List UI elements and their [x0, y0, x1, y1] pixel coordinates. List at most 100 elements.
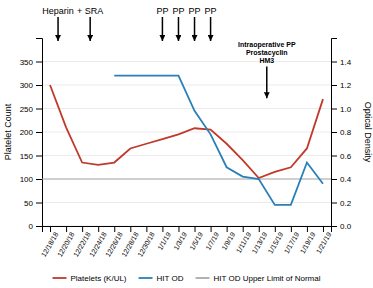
x-tick-mark	[162, 226, 163, 232]
annotation-label: Heparin	[42, 6, 74, 16]
grid-line	[42, 202, 331, 203]
y2-tick: 1.0	[331, 105, 352, 114]
y-tick-mark	[36, 132, 42, 133]
grid-line	[42, 179, 331, 180]
x-tick-mark	[291, 226, 292, 232]
grid-line	[42, 61, 331, 62]
x-tick-label: 1/3/19	[172, 231, 188, 251]
x-tick-mark	[114, 226, 115, 232]
y-tick-label: 50	[24, 199, 33, 208]
y2-axis-line	[332, 39, 338, 227]
y2-tick-mark	[331, 62, 337, 63]
legend-item: HIT OD Upper Limit of Normal	[196, 274, 321, 283]
x-tick: 1/7/19	[204, 226, 220, 251]
x-tick: 1/17/19	[283, 226, 301, 255]
y-tick: 200	[20, 128, 42, 137]
y2-tick-label: 0.4	[340, 175, 352, 184]
y-tick: 50	[24, 199, 42, 208]
y-tick-mark	[36, 85, 42, 86]
legend-swatch	[139, 277, 153, 279]
y-tick-mark	[36, 62, 42, 63]
x-tick-mark	[227, 226, 228, 232]
x-tick-mark	[98, 226, 99, 232]
x-tick-mark	[307, 226, 308, 232]
y-tick-label: 150	[20, 152, 34, 161]
reference-line	[42, 179, 331, 180]
y-tick: 300	[20, 81, 42, 90]
x-tick-label: 1/9/19	[220, 231, 236, 251]
y-tick-label: 350	[20, 58, 34, 67]
x-tick-label: 1/5/19	[188, 231, 204, 251]
y2-tick-label: 1.4	[340, 58, 352, 67]
y-tick-mark	[36, 109, 42, 110]
y-tick-label: 0	[29, 222, 34, 231]
y2-tick: 0.6	[331, 152, 352, 161]
y-tick-mark	[36, 226, 42, 227]
y-tick: 350	[20, 58, 42, 67]
annotation-arrow	[194, 17, 196, 41]
series-line	[50, 85, 323, 178]
y-tick: 100	[20, 175, 42, 184]
annotation-arrow	[178, 17, 180, 41]
y-tick: 0	[29, 222, 42, 231]
y-tick-mark	[36, 156, 42, 157]
legend-swatch	[53, 277, 67, 279]
legend: Platelets (K/UL) HIT OD HIT OD Upper Limit…	[53, 274, 321, 283]
grid-line	[42, 108, 331, 109]
x-tick: 1/9/19	[220, 226, 236, 251]
annotation-arrow	[266, 66, 268, 98]
chart: 12/18/1812/20/1812/22/1812/24/1812/26/18…	[0, 0, 373, 288]
x-axis: 12/18/1812/20/1812/22/1812/24/1812/26/18…	[40, 226, 333, 258]
legend-label: Platelets (K/UL)	[71, 274, 127, 283]
x-tick-label: 1/7/19	[204, 231, 220, 251]
y2-axis-title: Optical Density	[363, 102, 373, 163]
x-tick: 1/19/19	[299, 226, 317, 255]
marks	[42, 76, 331, 205]
grid	[42, 62, 331, 227]
x-tick-mark	[275, 226, 276, 232]
y2-tick: 0.8	[331, 128, 352, 137]
legend-item: Platelets (K/UL)	[53, 274, 127, 283]
x-tick: 1/21/19	[315, 226, 333, 255]
y2-tick-label: 1.0	[340, 105, 352, 114]
x-tick: 1/3/19	[172, 226, 188, 251]
y2-tick-mark	[331, 179, 337, 180]
annotation-label: PP	[172, 6, 184, 16]
annotation-arrow	[57, 17, 59, 41]
x-tick: 1/11/19	[235, 226, 253, 254]
y-tick-mark	[36, 179, 42, 180]
y2-tick-mark	[331, 132, 337, 133]
x-tick-mark	[178, 226, 179, 232]
legend-label: HIT OD Upper Limit of Normal	[214, 274, 321, 283]
x-tick-mark	[323, 226, 324, 232]
x-tick-label: 1/21/19	[315, 231, 333, 255]
y-axis-title: Platelet Count	[3, 103, 13, 160]
y-tick-label: 100	[20, 175, 34, 184]
annotation-label: PP	[189, 6, 201, 16]
x-tick-mark	[259, 226, 260, 232]
grid-line	[42, 155, 331, 156]
x-tick: 1/13/19	[251, 226, 269, 255]
y2-axis: 0.0 0.2 0.4 0.6 0.8 1.0 1.2 1.4	[331, 39, 352, 232]
y2-tick-label: 1.2	[340, 81, 352, 90]
annotation-label: + SRA	[77, 6, 103, 16]
x-tick-mark	[211, 226, 212, 232]
y2-tick: 0.0	[331, 222, 352, 231]
y2-tick-label: 0.2	[340, 199, 352, 208]
annotation-label: Intraoperative PPProstacyclinHM3	[238, 41, 296, 64]
y-axis-line	[36, 39, 43, 227]
annotation-label: PP	[156, 6, 168, 16]
annotations: Heparin+ SRAPPPPPPPPIntraoperative PPPro…	[42, 6, 296, 98]
legend-swatch	[196, 277, 210, 279]
x-tick-label: 1/11/19	[235, 231, 253, 254]
x-tick-mark	[146, 226, 147, 232]
x-tick: 1/15/19	[267, 226, 285, 255]
y2-tick-mark	[331, 156, 337, 157]
x-tick: 1/5/19	[188, 226, 204, 251]
y2-tick: 0.4	[331, 175, 352, 184]
x-tick-mark	[195, 226, 196, 232]
x-tick: 12/30/18	[136, 226, 156, 258]
x-tick-label: 12/30/18	[136, 231, 156, 258]
annotation-arrow	[162, 17, 164, 41]
legend-label: HIT OD	[157, 274, 184, 283]
